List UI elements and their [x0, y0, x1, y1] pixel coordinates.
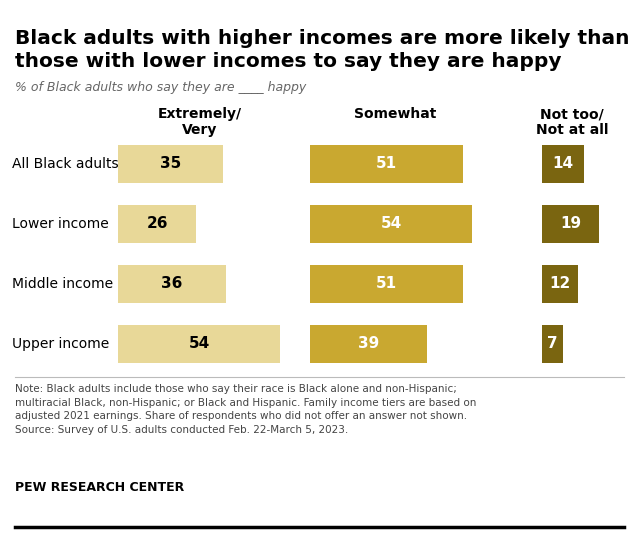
Bar [310, 145, 463, 183]
Bar [118, 265, 226, 303]
Text: Upper income: Upper income [12, 337, 109, 351]
Bar [118, 145, 223, 183]
Text: Extremely/
Very: Extremely/ Very [158, 107, 242, 137]
Text: 54: 54 [189, 336, 210, 351]
Bar [310, 265, 463, 303]
Bar [118, 205, 196, 243]
Text: Middle income: Middle income [12, 277, 113, 291]
Text: All Black adults: All Black adults [12, 157, 119, 171]
Text: 54: 54 [380, 217, 402, 231]
Bar [542, 145, 584, 183]
Bar [310, 325, 427, 363]
Text: 51: 51 [376, 277, 397, 292]
Text: 12: 12 [550, 277, 571, 292]
Text: Note: Black adults include those who say their race is Black alone and non-Hispa: Note: Black adults include those who say… [15, 384, 477, 435]
Bar [542, 205, 599, 243]
Bar [118, 325, 280, 363]
Text: 39: 39 [358, 336, 379, 351]
Text: % of Black adults who say they are ____ happy: % of Black adults who say they are ____ … [15, 81, 306, 94]
Text: 51: 51 [376, 156, 397, 171]
Text: Lower income: Lower income [12, 217, 109, 231]
Text: 35: 35 [160, 156, 181, 171]
Text: Somewhat: Somewhat [354, 107, 436, 121]
Text: Black adults with higher incomes are more likely than
those with lower incomes t: Black adults with higher incomes are mor… [15, 29, 629, 71]
Text: 19: 19 [560, 217, 581, 231]
Bar [542, 325, 563, 363]
Text: Not too/
Not at all: Not too/ Not at all [535, 107, 608, 137]
Text: 7: 7 [547, 336, 558, 351]
Text: 14: 14 [553, 156, 574, 171]
Bar [542, 265, 578, 303]
Text: 26: 26 [146, 217, 168, 231]
Bar [310, 205, 472, 243]
Text: PEW RESEARCH CENTER: PEW RESEARCH CENTER [15, 481, 184, 494]
Text: 36: 36 [161, 277, 183, 292]
